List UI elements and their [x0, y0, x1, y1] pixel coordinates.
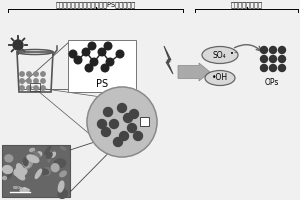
Ellipse shape — [51, 164, 59, 172]
Ellipse shape — [46, 152, 52, 158]
Ellipse shape — [8, 173, 11, 178]
Circle shape — [269, 64, 277, 72]
Ellipse shape — [23, 158, 28, 166]
Ellipse shape — [23, 161, 29, 167]
Ellipse shape — [61, 147, 66, 150]
Circle shape — [27, 72, 31, 76]
Ellipse shape — [16, 164, 25, 177]
Ellipse shape — [54, 159, 66, 168]
Circle shape — [110, 119, 118, 129]
Circle shape — [130, 110, 139, 118]
Circle shape — [20, 86, 24, 90]
Ellipse shape — [16, 172, 25, 180]
Circle shape — [116, 50, 124, 58]
Circle shape — [113, 138, 122, 146]
Ellipse shape — [33, 152, 40, 157]
Ellipse shape — [14, 169, 20, 175]
Circle shape — [34, 79, 38, 83]
Circle shape — [101, 128, 110, 136]
Circle shape — [98, 119, 106, 129]
Circle shape — [41, 86, 45, 90]
Circle shape — [269, 55, 277, 62]
Ellipse shape — [58, 181, 64, 192]
Circle shape — [20, 79, 24, 83]
Circle shape — [90, 58, 98, 66]
Circle shape — [74, 56, 82, 64]
Circle shape — [128, 123, 136, 132]
Text: SO₄: SO₄ — [212, 50, 226, 60]
Circle shape — [278, 55, 286, 62]
Circle shape — [101, 64, 109, 72]
Text: •OH: •OH — [212, 73, 228, 82]
Text: •⁻: •⁻ — [230, 51, 238, 57]
Text: 自由基与目标反应: 自由基与目标反应 — [230, 1, 262, 8]
Circle shape — [134, 132, 142, 140]
Ellipse shape — [205, 71, 235, 86]
Circle shape — [27, 86, 31, 90]
Circle shape — [34, 72, 38, 76]
Text: OPs: OPs — [265, 78, 279, 87]
Circle shape — [269, 46, 277, 53]
Ellipse shape — [202, 46, 238, 64]
FancyBboxPatch shape — [140, 117, 149, 126]
Ellipse shape — [5, 155, 13, 162]
Ellipse shape — [25, 158, 33, 168]
Circle shape — [88, 42, 96, 50]
Text: PS: PS — [96, 79, 108, 89]
Circle shape — [87, 87, 157, 157]
Ellipse shape — [58, 189, 67, 198]
Ellipse shape — [30, 148, 34, 152]
FancyArrow shape — [178, 63, 210, 81]
Ellipse shape — [40, 169, 48, 174]
Circle shape — [82, 48, 90, 56]
Circle shape — [13, 40, 23, 50]
Ellipse shape — [35, 169, 42, 178]
Circle shape — [260, 64, 268, 72]
Circle shape — [124, 114, 133, 122]
Ellipse shape — [48, 151, 52, 162]
Circle shape — [104, 42, 112, 50]
Circle shape — [69, 50, 77, 58]
Circle shape — [20, 72, 24, 76]
Circle shape — [260, 55, 268, 62]
Circle shape — [119, 132, 128, 140]
Ellipse shape — [45, 146, 51, 154]
FancyBboxPatch shape — [68, 40, 136, 92]
Circle shape — [41, 72, 45, 76]
Text: 500nm: 500nm — [13, 186, 27, 190]
Circle shape — [41, 79, 45, 83]
Ellipse shape — [43, 168, 51, 175]
Ellipse shape — [20, 189, 29, 192]
Circle shape — [278, 64, 286, 72]
Circle shape — [98, 48, 106, 56]
Polygon shape — [164, 46, 173, 74]
Text: 纳米地聚物材料可见光下活化PS产生自由基: 纳米地聚物材料可见光下活化PS产生自由基 — [56, 1, 136, 8]
Ellipse shape — [27, 155, 39, 163]
Circle shape — [85, 64, 93, 72]
Ellipse shape — [55, 168, 58, 171]
Circle shape — [106, 58, 114, 66]
Ellipse shape — [51, 152, 56, 157]
FancyArrowPatch shape — [235, 45, 261, 51]
Circle shape — [103, 108, 112, 116]
Ellipse shape — [37, 152, 42, 157]
FancyBboxPatch shape — [2, 145, 70, 197]
Ellipse shape — [3, 166, 12, 173]
Ellipse shape — [60, 171, 66, 177]
Circle shape — [260, 46, 268, 53]
Ellipse shape — [3, 176, 6, 180]
Circle shape — [118, 104, 127, 112]
Circle shape — [34, 86, 38, 90]
Ellipse shape — [16, 169, 27, 177]
Circle shape — [27, 79, 31, 83]
Circle shape — [278, 46, 286, 53]
